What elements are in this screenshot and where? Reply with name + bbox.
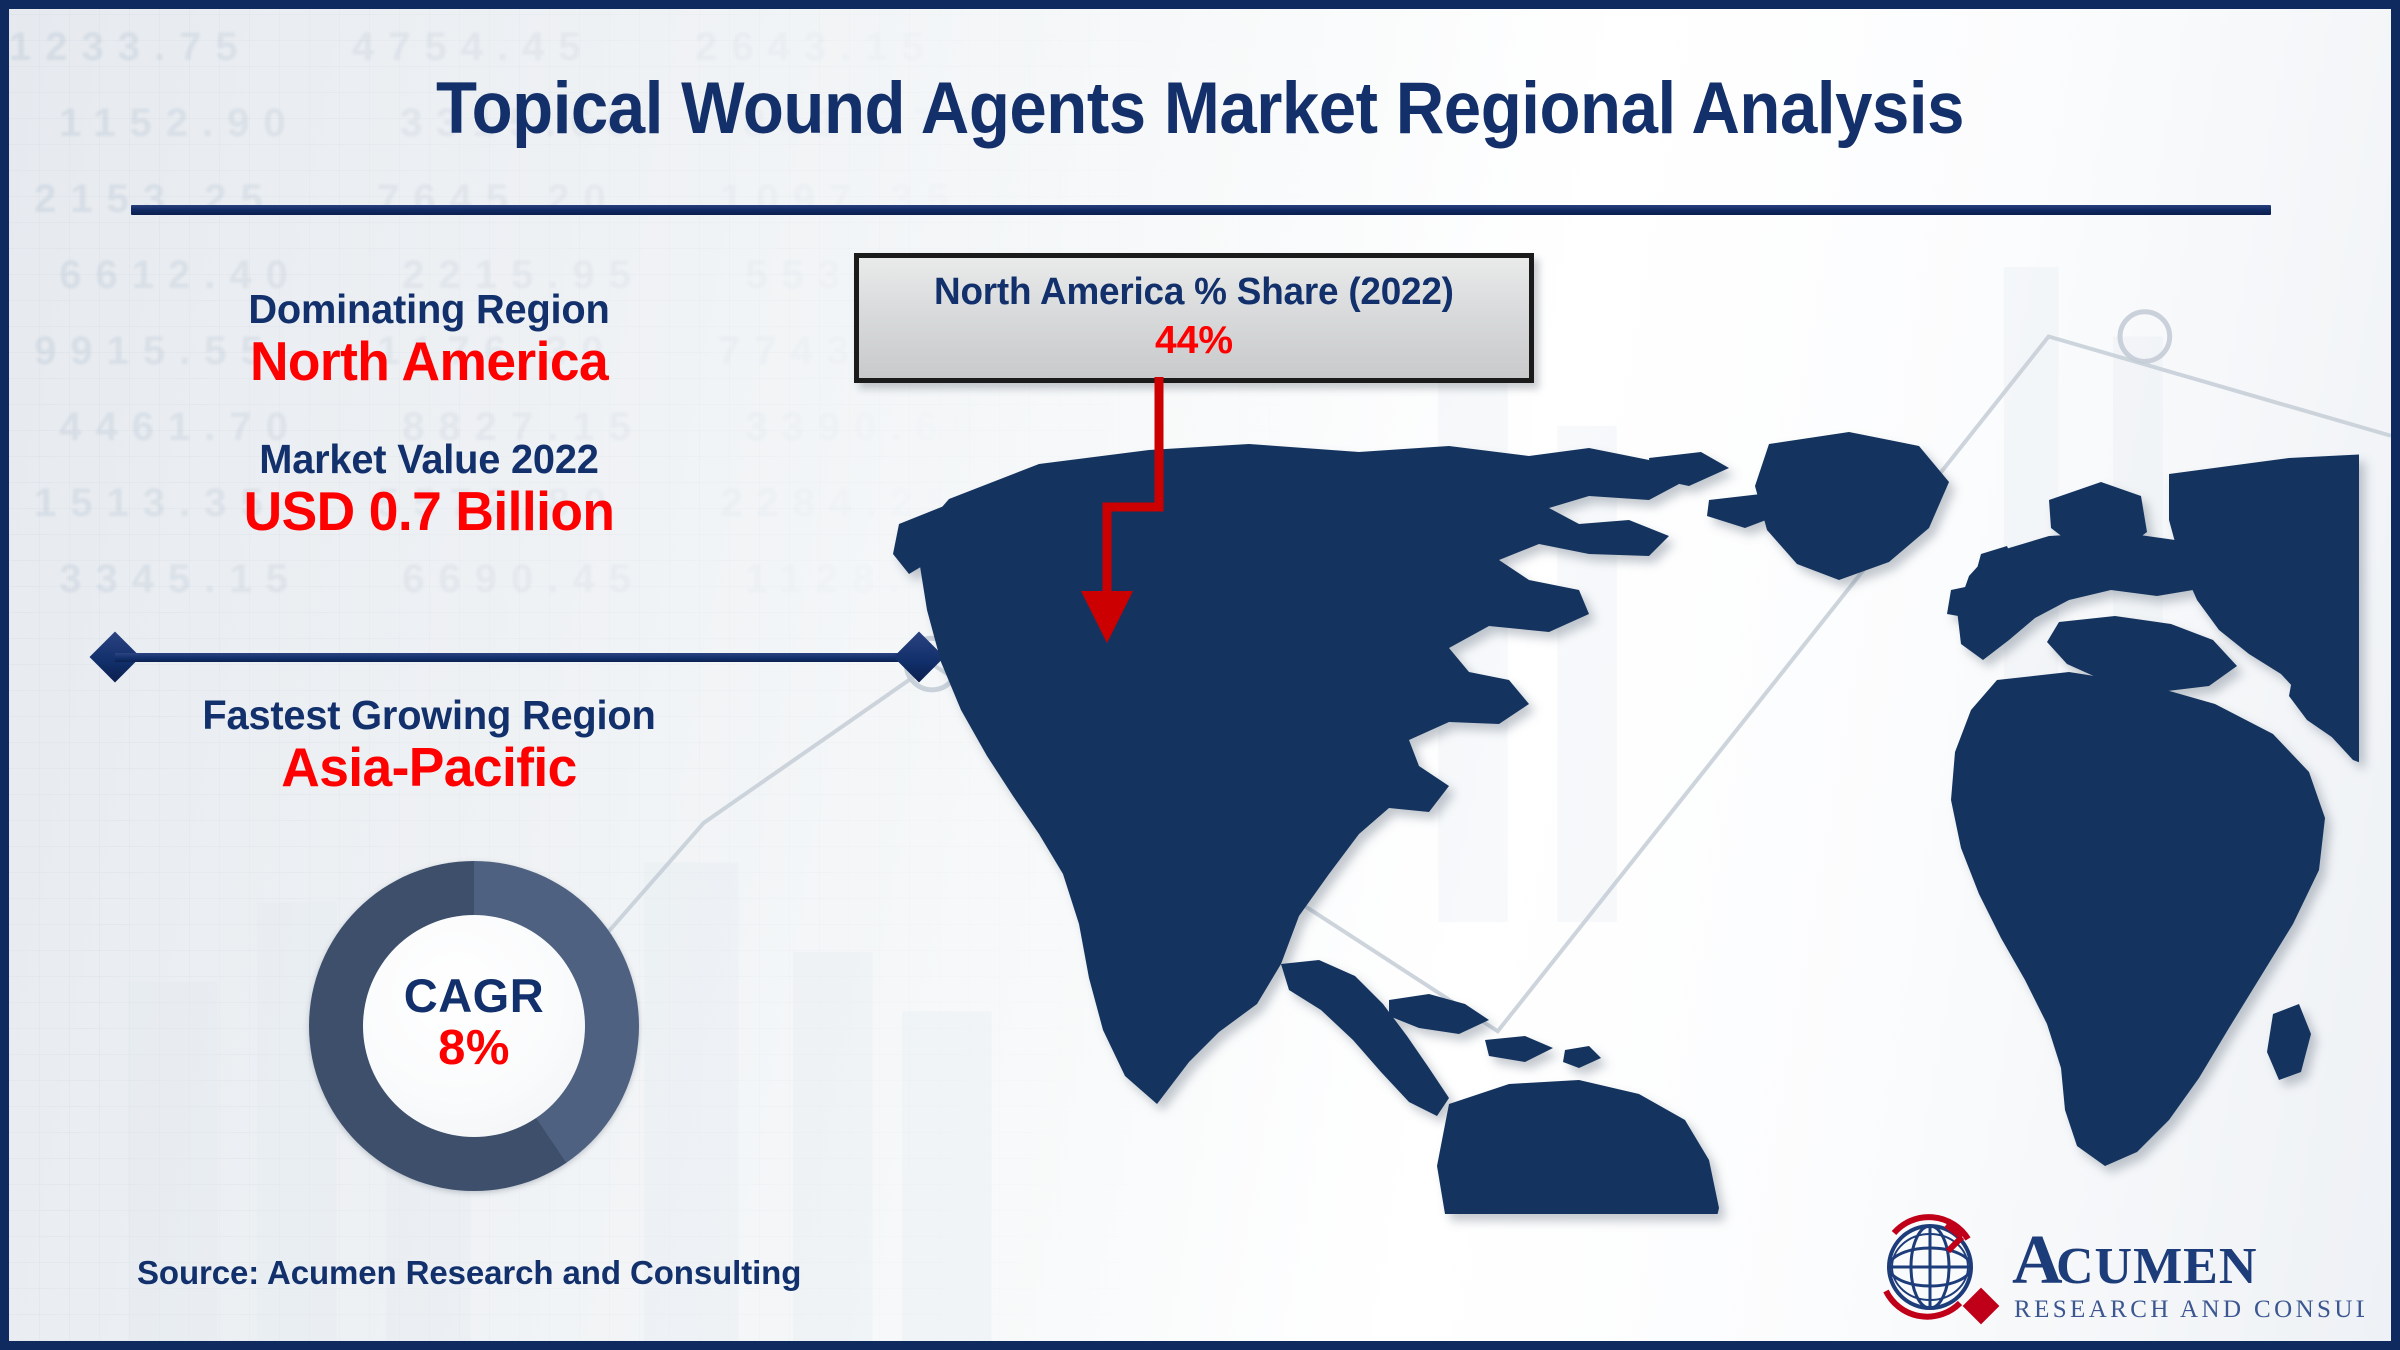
- donut-center-text: CAGR 8%: [309, 969, 639, 1076]
- fastest-region-label: Fastest Growing Region: [202, 692, 656, 738]
- title-divider: [131, 205, 2271, 215]
- donut-label: CAGR: [403, 969, 545, 1023]
- market-value-value: USD 0.7 Billion: [243, 480, 615, 543]
- left-stats-column: Dominating Region North America Market V…: [69, 287, 789, 543]
- world-map-svg: [893, 432, 2359, 1214]
- acumen-logo: A CUMEN RESEARCH AND CONSULTING: [1864, 1209, 2364, 1331]
- divider-line: [115, 653, 919, 662]
- svg-text:CUMEN: CUMEN: [2056, 1238, 2257, 1295]
- fastest-region-value: Asia-Pacific: [281, 736, 577, 799]
- source-text: Source: Acumen Research and Consulting: [137, 1254, 802, 1291]
- north-america-share-callout: North America % Share (2022) 44%: [854, 253, 1534, 383]
- section-divider: [89, 631, 945, 683]
- world-map: [889, 404, 2359, 1214]
- donut-hole: [363, 915, 585, 1137]
- cagr-donut-chart: CAGR 8%: [309, 861, 639, 1191]
- dominating-region-value: North America: [249, 330, 609, 393]
- globe-icon: [1887, 1224, 1973, 1310]
- page-title: Topical Wound Agents Market Regional Ana…: [436, 68, 1964, 149]
- acumen-logo-svg: A CUMEN RESEARCH AND CONSULTING: [1883, 1214, 2364, 1325]
- logo-wordmark: A: [2012, 1222, 2063, 1299]
- logo-tagline: RESEARCH AND CONSULTING: [2014, 1296, 2364, 1323]
- donut-value: 8%: [438, 1020, 510, 1075]
- fastest-region-block: Fastest Growing Region Asia-Pacific: [69, 693, 789, 799]
- callout-title: North America % Share (2022): [934, 270, 1454, 313]
- callout-value: 44%: [1154, 318, 1234, 362]
- market-value-label: Market Value 2022: [259, 435, 599, 482]
- dominating-region-label: Dominating Region: [248, 286, 610, 332]
